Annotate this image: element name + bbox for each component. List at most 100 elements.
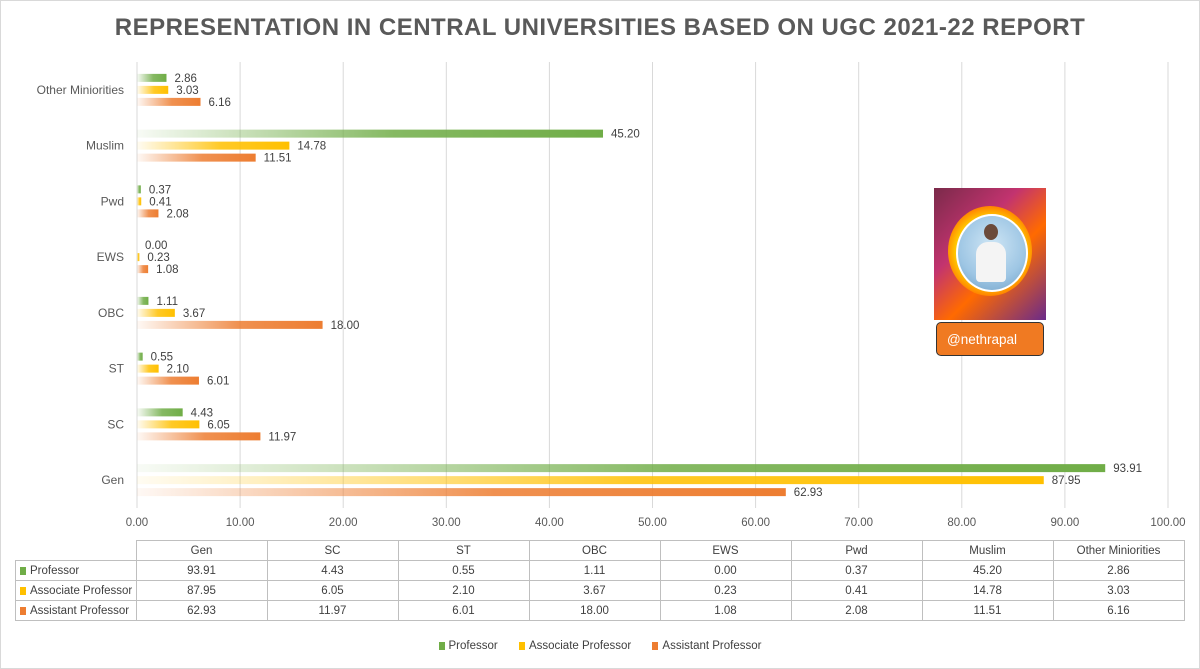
- bar-associate-professor: [137, 420, 200, 429]
- bar-associate-professor: [137, 253, 140, 262]
- table-cell: 87.95: [135, 580, 268, 601]
- table-row-head-associate: Associate Professor: [15, 580, 137, 601]
- table-cell: 18.00: [528, 600, 661, 621]
- table-row: Professor 93.91 4.43 0.55 1.11 0.00 0.37…: [15, 560, 1185, 581]
- label-layer: 0.00 10.00 20.00 30.00 40.00 50.00 60.00 70.00 8…: [37, 73, 1186, 529]
- data-label: 14.78: [297, 141, 326, 153]
- bar-professor: [137, 352, 143, 361]
- bar-professor: [137, 296, 149, 305]
- table-cell: 93.91: [135, 560, 268, 581]
- table-header-pwd: Pwd: [790, 540, 923, 561]
- table-cell: 62.93: [135, 600, 268, 621]
- x-tick-label: 20.00: [329, 517, 358, 529]
- category-label: OBC: [98, 306, 124, 320]
- table-row-label: Assistant Professor: [30, 604, 130, 617]
- legend-item-assistant: Assistant Professor: [652, 640, 761, 652]
- table-cell: 3.03: [1052, 580, 1185, 601]
- table-row: Associate Professor 87.95 6.05 2.10 3.67…: [15, 580, 1185, 601]
- bar-assistant-professor: [137, 376, 199, 385]
- x-tick-label: 40.00: [535, 517, 564, 529]
- legend-label: Associate Professor: [528, 640, 632, 652]
- table-row-label: Associate Professor: [30, 584, 133, 597]
- data-label: 2.10: [167, 364, 189, 376]
- bar-assistant-professor: [137, 209, 159, 218]
- table-cell: 1.11: [528, 560, 661, 581]
- x-tick-label: 50.00: [638, 517, 667, 529]
- bar-professor: [137, 408, 183, 417]
- bar-assistant-professor: [137, 153, 256, 162]
- table-cell: 2.08: [790, 600, 923, 621]
- table-cell: 6.16: [1052, 600, 1185, 621]
- table-header-other-minorities: Other Miniorities: [1052, 540, 1185, 561]
- table-cell: 2.86: [1052, 560, 1185, 581]
- data-label: 0.55: [151, 352, 173, 364]
- bar-associate-professor: [137, 308, 175, 317]
- category-label: ST: [109, 362, 125, 376]
- table-cell: 0.23: [659, 580, 792, 601]
- table-header-ews: EWS: [659, 540, 792, 561]
- table-cell: 0.55: [397, 560, 530, 581]
- table-cell: 2.10: [397, 580, 530, 601]
- bar-professor: [137, 73, 167, 82]
- table-row-head-assistant: Assistant Professor: [15, 600, 137, 621]
- bar-professor: [137, 185, 141, 194]
- chart-title: REPRESENTATION IN CENTRAL UNIVERSITIES B…: [114, 14, 1086, 41]
- legend-item-associate: Associate Professor: [518, 640, 632, 652]
- table-cell: 3.67: [528, 580, 661, 601]
- table-row-label: Professor: [30, 564, 80, 577]
- bar-associate-professor: [137, 141, 290, 150]
- x-tick-label: 80.00: [947, 517, 976, 529]
- data-label: 11.51: [264, 153, 292, 165]
- bar-associate-professor: [137, 476, 1044, 485]
- data-label: 1.11: [156, 296, 178, 308]
- table-cell: 11.97: [266, 600, 399, 621]
- data-table: Gen SC ST OBC EWS Pwd Muslim Other Minio…: [15, 540, 1185, 621]
- table-row-head-professor: Professor: [15, 560, 137, 581]
- table-row: Assistant Professor 62.93 11.97 6.01 18.…: [15, 600, 1185, 621]
- table-cell: 6.01: [397, 600, 530, 621]
- category-label: SC: [107, 417, 124, 431]
- bar-layer: [137, 73, 1106, 497]
- bar-professor: [137, 129, 604, 138]
- bar-associate-professor: [137, 364, 159, 373]
- legend-label: Assistant Professor: [662, 640, 762, 652]
- data-label: 18.00: [331, 320, 360, 332]
- data-label: 11.97: [268, 431, 296, 443]
- data-label: 6.01: [207, 376, 229, 388]
- bar-associate-professor: [137, 197, 142, 206]
- data-label: 6.05: [207, 419, 229, 431]
- data-label: 1.08: [156, 264, 178, 276]
- data-label: 0.41: [149, 196, 171, 208]
- x-tick-label: 30.00: [432, 517, 461, 529]
- portrait-head: [984, 224, 998, 240]
- data-label: 3.03: [176, 85, 198, 97]
- data-label: 45.20: [611, 129, 640, 141]
- table-cell: 0.37: [790, 560, 923, 581]
- table-cell: 4.43: [266, 560, 399, 581]
- bar-assistant-professor: [137, 488, 786, 497]
- bar-associate-professor: [137, 85, 169, 94]
- data-label: 0.23: [147, 252, 169, 264]
- data-table-corner: [16, 541, 137, 561]
- category-label: Gen: [101, 473, 124, 487]
- bar-assistant-professor: [137, 265, 149, 274]
- data-label: 87.95: [1052, 475, 1081, 487]
- data-label: 0.37: [149, 184, 171, 196]
- bar-assistant-professor: [137, 97, 201, 106]
- x-tick-label: 10.00: [226, 517, 255, 529]
- data-label: 0.00: [145, 240, 167, 252]
- data-label: 2.08: [166, 208, 188, 220]
- bar-assistant-professor: [137, 320, 323, 329]
- table-header-muslim: Muslim: [921, 540, 1054, 561]
- table-cell: 0.00: [659, 560, 792, 581]
- category-label: Muslim: [86, 139, 124, 153]
- category-label: Other Miniorities: [37, 83, 124, 97]
- x-tick-label: 100.00: [1150, 517, 1185, 529]
- table-header-obc: OBC: [528, 540, 661, 561]
- badge-handle: @nethrapal: [936, 322, 1044, 356]
- data-label: 62.93: [794, 487, 823, 499]
- assistant-swatch-icon: [20, 606, 26, 615]
- data-table-header-row: Gen SC ST OBC EWS Pwd Muslim Other Minio…: [16, 540, 1185, 561]
- legend-label: Professor: [448, 640, 498, 652]
